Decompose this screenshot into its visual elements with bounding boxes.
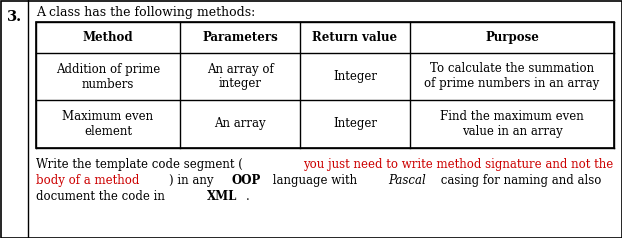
- Text: Parameters: Parameters: [202, 31, 278, 44]
- Text: Method: Method: [83, 31, 133, 44]
- Text: .: .: [246, 190, 250, 203]
- Text: Find the maximum even
value in an array: Find the maximum even value in an array: [440, 110, 584, 138]
- Text: casing for naming and also: casing for naming and also: [437, 174, 601, 187]
- Text: An array: An array: [214, 118, 266, 130]
- Bar: [36, 22, 614, 148]
- Text: Integer: Integer: [333, 70, 377, 83]
- Text: XML: XML: [207, 190, 238, 203]
- Text: document the code in: document the code in: [36, 190, 169, 203]
- Text: 3.: 3.: [6, 10, 22, 24]
- Text: body of a method: body of a method: [36, 174, 139, 187]
- Text: language with: language with: [269, 174, 361, 187]
- Text: Pascal: Pascal: [388, 174, 425, 187]
- Text: To calculate the summation
of prime numbers in an array: To calculate the summation of prime numb…: [424, 63, 600, 90]
- Text: A class has the following methods:: A class has the following methods:: [36, 6, 255, 19]
- Text: you just need to write method signature and not the: you just need to write method signature …: [303, 158, 613, 171]
- Text: ) in any: ) in any: [169, 174, 218, 187]
- Text: Write the template code segment (: Write the template code segment (: [36, 158, 243, 171]
- Text: OOP: OOP: [231, 174, 261, 187]
- Text: Return value: Return value: [312, 31, 397, 44]
- Text: Maximum even
element: Maximum even element: [62, 110, 154, 138]
- Text: Purpose: Purpose: [485, 31, 539, 44]
- Text: Addition of prime
numbers: Addition of prime numbers: [56, 63, 160, 90]
- Text: Integer: Integer: [333, 118, 377, 130]
- Text: An array of
integer: An array of integer: [207, 63, 274, 90]
